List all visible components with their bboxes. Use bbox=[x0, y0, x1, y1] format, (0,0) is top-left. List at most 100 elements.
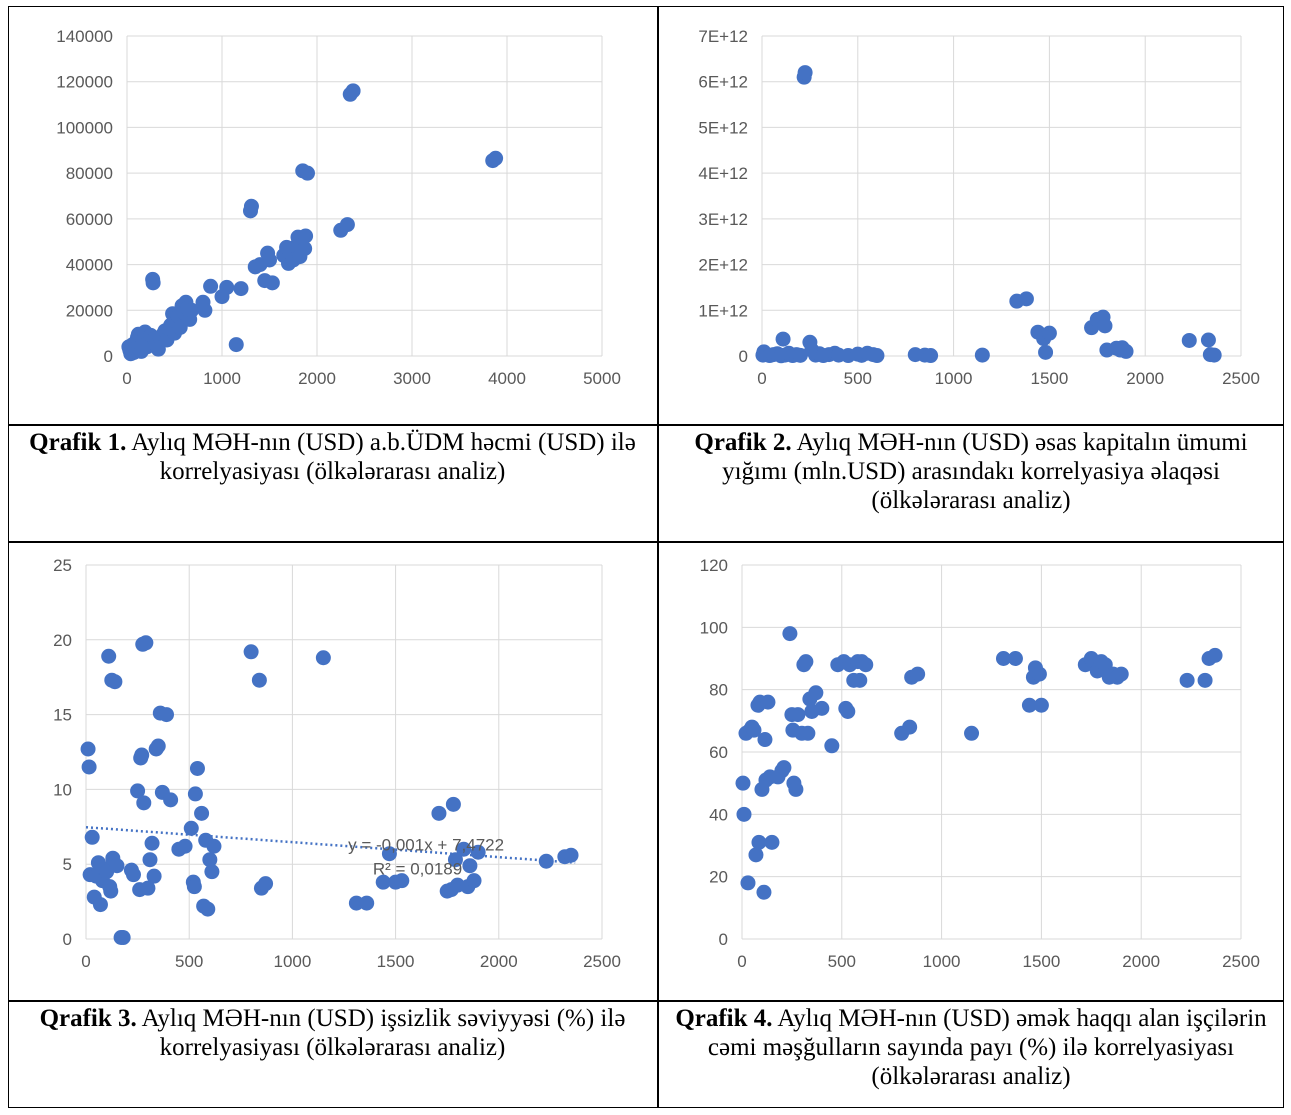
y-tick-label: 3E+12 bbox=[698, 210, 748, 229]
data-point bbox=[219, 279, 235, 295]
data-point bbox=[923, 348, 939, 364]
data-point bbox=[1200, 332, 1216, 348]
chart-4-svg: 0 500 1000 1500 2000 2500 0 20 40 60 80 100 120 bbox=[700, 556, 1260, 971]
data-point bbox=[101, 648, 117, 664]
y-tick-label: 120 bbox=[700, 556, 728, 575]
caption-4: Qrafik 4. Aylıq MƏH-nın (USD) əmək haqqı… bbox=[665, 1004, 1277, 1091]
x-tick-label: 1000 bbox=[203, 369, 241, 388]
data-point bbox=[1007, 651, 1023, 666]
x-tick-label: 2000 bbox=[298, 369, 336, 388]
data-point bbox=[1179, 672, 1195, 688]
data-point bbox=[462, 858, 478, 874]
data-point bbox=[202, 852, 218, 868]
data-point bbox=[348, 895, 364, 911]
table-divider-2 bbox=[8, 541, 1284, 543]
x-tick-label: 1500 bbox=[1030, 369, 1068, 388]
x-tick-label: 500 bbox=[844, 369, 872, 388]
y-tick-label: 80 bbox=[709, 681, 728, 700]
data-point bbox=[189, 760, 205, 776]
y-tick-label: 7E+12 bbox=[698, 27, 748, 46]
data-point bbox=[92, 897, 108, 913]
data-point bbox=[764, 834, 780, 850]
y-tick-label: 0 bbox=[104, 347, 113, 366]
table-divider-1 bbox=[8, 424, 1284, 426]
y-tick-label: 100 bbox=[700, 618, 728, 637]
data-point bbox=[84, 829, 100, 845]
data-point bbox=[262, 252, 277, 268]
y-tick-label: 4E+12 bbox=[698, 164, 748, 183]
y-tick-label: 25 bbox=[53, 556, 72, 575]
data-point bbox=[1118, 343, 1134, 359]
data-point bbox=[798, 654, 814, 670]
data-point bbox=[375, 874, 391, 890]
x-tick-label: 500 bbox=[828, 952, 856, 971]
chart-3: 0 500 1000 1500 2000 2500 0 5 10 15 20 25 y = -0,001… bbox=[9, 543, 655, 998]
data-point bbox=[144, 835, 160, 851]
data-point bbox=[186, 879, 202, 895]
data-point bbox=[138, 635, 154, 651]
y-tick-label: 120000 bbox=[56, 73, 113, 92]
data-point bbox=[788, 781, 804, 797]
data-point bbox=[130, 783, 146, 799]
caption-2-text: Aylıq MƏH-nın (USD) əsas kapitalın ümumi… bbox=[722, 429, 1248, 514]
y-tick-label: 80000 bbox=[66, 164, 113, 183]
data-point bbox=[808, 685, 824, 701]
data-point bbox=[751, 834, 767, 850]
data-point bbox=[264, 275, 280, 291]
data-point bbox=[910, 666, 926, 682]
x-tick-label: 0 bbox=[81, 952, 90, 971]
data-point bbox=[869, 348, 885, 364]
figure-table-border bbox=[8, 6, 1284, 1108]
x-tick-label: 0 bbox=[757, 369, 766, 388]
data-point bbox=[345, 83, 361, 99]
x-tick-label: 2500 bbox=[1222, 952, 1260, 971]
data-point bbox=[298, 228, 314, 244]
caption-3-text: Aylıq MƏH-nın (USD) işsizlik səviyyəsi (… bbox=[141, 1005, 626, 1061]
data-point bbox=[107, 674, 123, 690]
x-tick-label: 2000 bbox=[1122, 952, 1160, 971]
data-point bbox=[206, 838, 222, 854]
data-point bbox=[456, 841, 472, 857]
x-tick-label: 0 bbox=[737, 952, 746, 971]
data-point bbox=[125, 867, 141, 883]
chart-3-svg: 0 500 1000 1500 2000 2500 0 5 10 15 20 25 y = -0,001… bbox=[53, 556, 621, 971]
x-tick-label: 1500 bbox=[377, 952, 415, 971]
data-point bbox=[197, 302, 213, 318]
caption-1: Qrafik 1. Aylıq MƏH-nın (USD) a.b.ÜDM hə… bbox=[20, 428, 645, 486]
data-point bbox=[858, 657, 874, 673]
data-point bbox=[187, 786, 203, 802]
x-tick-label: 2000 bbox=[480, 952, 518, 971]
data-point bbox=[1207, 647, 1223, 663]
x-tick-label: 4000 bbox=[488, 369, 526, 388]
data-point bbox=[142, 852, 158, 868]
data-point bbox=[757, 732, 773, 748]
y-tick-label: 0 bbox=[739, 347, 748, 366]
y-tick-label: 5 bbox=[63, 855, 72, 874]
chart-1-svg: 0 1000 2000 3000 4000 5000 0 20000 40000 60000 800… bbox=[56, 27, 621, 388]
y-tick-label: 0 bbox=[719, 930, 728, 949]
x-tick-label: 3000 bbox=[393, 369, 431, 388]
data-point bbox=[200, 901, 216, 917]
data-point bbox=[251, 672, 267, 688]
y-tick-label: 20 bbox=[709, 868, 728, 887]
x-tick-label: 2500 bbox=[1222, 369, 1260, 388]
data-point bbox=[339, 217, 355, 233]
data-point bbox=[447, 852, 463, 868]
data-point bbox=[228, 337, 244, 353]
x-tick-label: 2000 bbox=[1126, 369, 1164, 388]
data-point bbox=[431, 805, 447, 821]
data-point bbox=[177, 838, 193, 854]
caption-3: Qrafik 3. Aylıq MƏH-nın (USD) işsizlik s… bbox=[20, 1004, 645, 1062]
x-tick-label: 1000 bbox=[273, 952, 311, 971]
table-vertical-divider bbox=[657, 6, 659, 1108]
y-tick-label: 40000 bbox=[66, 256, 113, 275]
data-point bbox=[1041, 325, 1057, 341]
x-tick-label: 0 bbox=[122, 369, 131, 388]
data-point bbox=[756, 884, 772, 900]
data-point bbox=[995, 651, 1011, 666]
x-tick-label: 1000 bbox=[935, 369, 973, 388]
data-point bbox=[146, 868, 162, 884]
data-point bbox=[760, 694, 776, 710]
data-point bbox=[1206, 347, 1222, 363]
chart-4: 0 500 1000 1500 2000 2500 0 20 40 60 80 100 120 bbox=[659, 543, 1282, 998]
